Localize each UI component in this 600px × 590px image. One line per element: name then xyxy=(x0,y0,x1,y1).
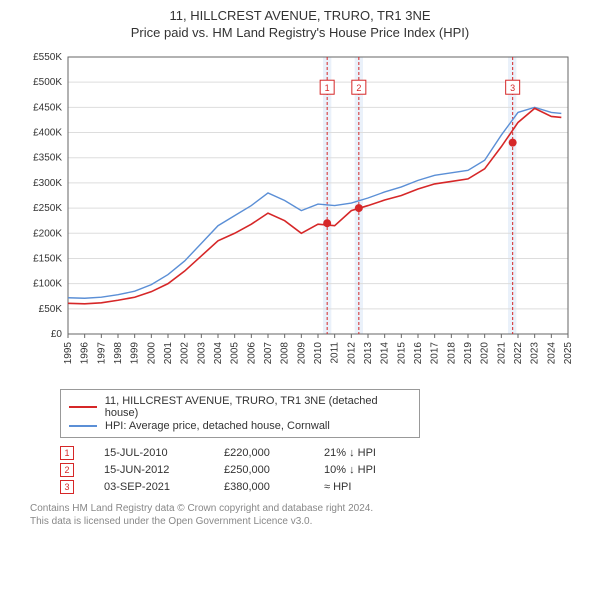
x-tick-label: 2007 xyxy=(263,342,274,365)
x-tick-label: 2009 xyxy=(296,342,307,365)
legend-label: HPI: Average price, detached house, Corn… xyxy=(105,420,330,432)
x-tick-label: 2015 xyxy=(396,342,407,365)
x-tick-label: 2016 xyxy=(413,342,424,365)
title-sub: Price paid vs. HM Land Registry's House … xyxy=(0,25,600,40)
sale-dot xyxy=(323,219,331,227)
sale-row: 3 03-SEP-2021£380,000≈ HPI xyxy=(60,480,600,494)
footer-line-2: This data is licensed under the Open Gov… xyxy=(30,515,580,528)
x-tick-label: 2008 xyxy=(280,342,291,365)
x-tick-label: 2014 xyxy=(380,342,391,365)
footer-line-1: Contains HM Land Registry data © Crown c… xyxy=(30,502,580,515)
x-tick-label: 2022 xyxy=(513,342,524,365)
y-tick-label: £450K xyxy=(33,102,62,113)
x-tick-label: 2003 xyxy=(196,342,207,365)
attribution-footer: Contains HM Land Registry data © Crown c… xyxy=(30,502,580,528)
sales-table: 1 15-JUL-2010£220,00021% ↓ HPI 2 15-JUN-201… xyxy=(60,446,600,494)
line-chart: £0 £50K £100K £150K £200K £250K £300K £350K £400… xyxy=(20,49,580,379)
sale-date: 15-JUN-2012 xyxy=(104,464,224,476)
sale-delta: 10% ↓ HPI xyxy=(324,464,424,476)
sale-delta: 21% ↓ HPI xyxy=(324,447,424,459)
x-tick-label: 1999 xyxy=(130,342,141,365)
sale-marker-num: 2 xyxy=(356,83,361,93)
x-tick-label: 2012 xyxy=(346,342,357,365)
sale-price: £380,000 xyxy=(224,481,324,493)
y-tick-label: £0 xyxy=(51,329,63,340)
sale-row-marker: 2 xyxy=(60,463,74,477)
y-tick-label: £400K xyxy=(33,128,62,139)
x-tick-label: 2024 xyxy=(546,342,557,365)
y-tick-label: £100K xyxy=(33,279,62,290)
sale-row-marker: 1 xyxy=(60,446,74,460)
y-tick-label: £300K xyxy=(33,178,62,189)
y-tick-label: £550K xyxy=(33,52,62,63)
y-tick-label: £350K xyxy=(33,153,62,164)
x-tick-label: 2013 xyxy=(363,342,374,365)
chart-container: 11, HILLCREST AVENUE, TRURO, TR1 3NE Pri… xyxy=(0,0,600,528)
title-main: 11, HILLCREST AVENUE, TRURO, TR1 3NE xyxy=(0,8,600,23)
legend-row: 11, HILLCREST AVENUE, TRURO, TR1 3NE (de… xyxy=(69,395,411,419)
sale-date: 15-JUL-2010 xyxy=(104,447,224,459)
sale-marker-num: 3 xyxy=(510,83,515,93)
sale-date: 03-SEP-2021 xyxy=(104,481,224,493)
x-tick-label: 2006 xyxy=(246,342,257,365)
x-tick-label: 2017 xyxy=(430,342,441,365)
x-tick-label: 2011 xyxy=(330,342,341,364)
x-tick-label: 2023 xyxy=(530,342,541,365)
legend-label: 11, HILLCREST AVENUE, TRURO, TR1 3NE (de… xyxy=(105,395,411,419)
x-tick-label: 2004 xyxy=(213,342,224,365)
y-tick-label: £200K xyxy=(33,228,62,239)
sale-row: 1 15-JUL-2010£220,00021% ↓ HPI xyxy=(60,446,600,460)
legend: 11, HILLCREST AVENUE, TRURO, TR1 3NE (de… xyxy=(60,389,420,438)
x-tick-label: 2005 xyxy=(230,342,241,365)
legend-row: HPI: Average price, detached house, Corn… xyxy=(69,420,411,432)
x-tick-label: 2002 xyxy=(180,342,191,365)
sale-price: £250,000 xyxy=(224,464,324,476)
sale-dot xyxy=(509,139,517,147)
sale-row: 2 15-JUN-2012£250,00010% ↓ HPI xyxy=(60,463,600,477)
y-tick-label: £50K xyxy=(39,304,63,315)
x-tick-label: 2019 xyxy=(463,342,474,365)
x-tick-label: 2000 xyxy=(146,342,157,365)
x-tick-label: 2021 xyxy=(496,342,507,365)
sale-row-marker: 3 xyxy=(60,480,74,494)
title-block: 11, HILLCREST AVENUE, TRURO, TR1 3NE Pri… xyxy=(0,0,600,44)
sale-delta: ≈ HPI xyxy=(324,481,424,493)
x-tick-label: 1997 xyxy=(96,342,107,365)
x-tick-label: 2025 xyxy=(563,342,574,365)
legend-swatch xyxy=(69,406,97,408)
sale-dot xyxy=(355,204,363,212)
y-tick-label: £500K xyxy=(33,77,62,88)
x-tick-label: 1996 xyxy=(80,342,91,365)
x-tick-label: 2018 xyxy=(446,342,457,365)
y-tick-label: £250K xyxy=(33,203,62,214)
x-tick-label: 1995 xyxy=(63,342,74,365)
chart-area: £0 £50K £100K £150K £200K £250K £300K £350K £400… xyxy=(20,49,580,379)
x-tick-label: 1998 xyxy=(113,342,124,365)
sale-marker-num: 1 xyxy=(325,83,330,93)
y-tick-label: £150K xyxy=(33,253,62,264)
x-tick-label: 2010 xyxy=(313,342,324,365)
sale-price: £220,000 xyxy=(224,447,324,459)
legend-swatch xyxy=(69,425,97,427)
x-tick-label: 2020 xyxy=(480,342,491,365)
x-tick-label: 2001 xyxy=(163,342,174,365)
